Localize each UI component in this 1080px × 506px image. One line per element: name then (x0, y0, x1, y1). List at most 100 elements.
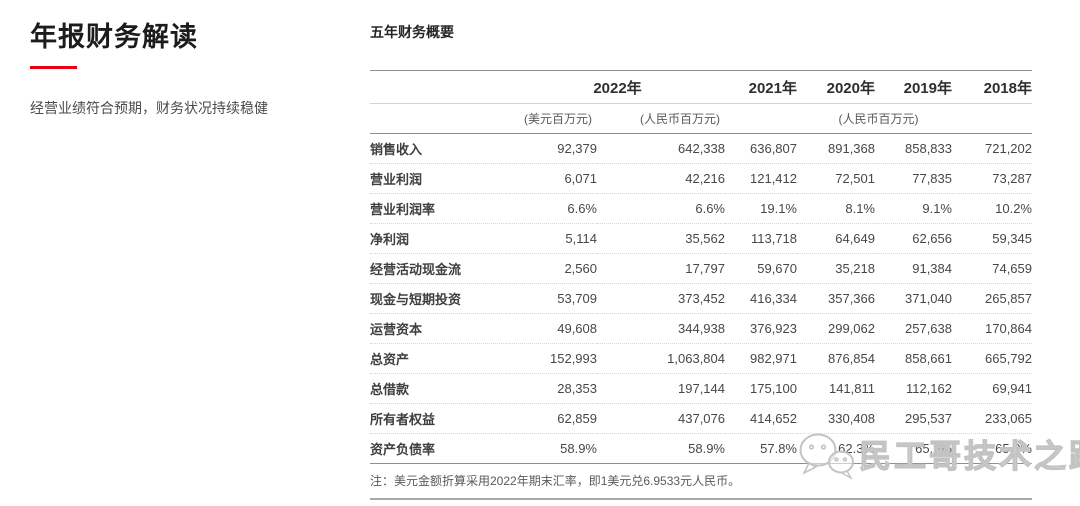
cell: 62.3% (838, 441, 875, 456)
row-label: 营业利润 (370, 172, 423, 187)
cell: 72,501 (835, 171, 875, 186)
cell: 257,638 (905, 321, 952, 336)
table-row: 运营资本 49,608 344,938 376,923 299,062 257,… (370, 314, 1032, 344)
cell: 858,661 (905, 351, 952, 366)
cell: 373,452 (678, 291, 725, 306)
row-label: 总借款 (370, 382, 410, 397)
cell: 876,854 (828, 351, 875, 366)
section-title: 五年财务概要 (370, 24, 454, 40)
cell: 74,659 (992, 261, 1032, 276)
year-header-2020: 2020年 (826, 79, 875, 97)
cell: 642,338 (678, 141, 725, 156)
cell: 858,833 (905, 141, 952, 156)
year-header-2019: 2019年 (903, 79, 952, 97)
cell: 53,709 (557, 291, 597, 306)
cell: 69,941 (992, 381, 1032, 396)
row-label: 净利润 (370, 232, 410, 247)
year-header-row: 2022年 2021年 2020年 2019年 2018年 (370, 70, 1032, 104)
cell: 19.1% (760, 201, 797, 216)
cell: 77,835 (912, 171, 952, 186)
cell: 35,218 (835, 261, 875, 276)
cell: 65.0% (995, 441, 1032, 456)
table-row: 总借款 28,353 197,144 175,100 141,811 112,1… (370, 374, 1032, 404)
row-label: 总资产 (370, 352, 410, 367)
cell: 665,792 (985, 351, 1032, 366)
cell: 265,857 (985, 291, 1032, 306)
cell: 152,993 (550, 351, 597, 366)
cell: 5,114 (565, 231, 597, 246)
year-header-2022: 2022年 (593, 79, 642, 97)
cell: 49,608 (557, 321, 597, 336)
cell: 73,287 (992, 171, 1032, 186)
cell: 233,065 (985, 411, 1032, 426)
cell: 59,345 (992, 231, 1032, 246)
row-label: 运营资本 (370, 322, 423, 337)
cell: 344,938 (678, 321, 725, 336)
cell: 175,100 (750, 381, 797, 396)
cell: 721,202 (985, 141, 1032, 156)
cell: 371,040 (905, 291, 952, 306)
empty-cell (370, 71, 510, 104)
cell: 59,670 (757, 261, 797, 276)
main-panel: 五年财务概要 2022年 2021年 2020年 2019年 2018年 (美元… (370, 22, 1032, 500)
table-row: 现金与短期投资 53,709 373,452 416,334 357,366 3… (370, 284, 1032, 314)
unit-header-usd: (美元百万元) (524, 112, 592, 126)
cell: 9.1% (922, 201, 952, 216)
cell: 6,071 (564, 171, 597, 186)
unit-header-rmb-2022: (人民币百万元) (640, 112, 720, 126)
page-subtitle: 经营业绩符合预期，财务状况持续稳健 (30, 100, 268, 116)
table-row: 营业利润率 6.6% 6.6% 19.1% 8.1% 9.1% 10.2% (370, 194, 1032, 224)
cell: 197,144 (678, 381, 725, 396)
cell: 17,797 (685, 261, 725, 276)
cell: 64,649 (835, 231, 875, 246)
table-row: 总资产 152,993 1,063,804 982,971 876,854 85… (370, 344, 1032, 374)
cell: 416,334 (750, 291, 797, 306)
cell: 58.9% (560, 441, 597, 456)
cell: 91,384 (912, 261, 952, 276)
row-label: 营业利润率 (370, 202, 436, 217)
cell: 28,353 (557, 381, 597, 396)
cell: 6.6% (567, 201, 597, 216)
empty-cell (370, 104, 510, 134)
cell: 414,652 (750, 411, 797, 426)
cell: 982,971 (750, 351, 797, 366)
cell: 57.8% (760, 441, 797, 456)
cell: 1,063,804 (667, 351, 725, 366)
cell: 357,366 (828, 291, 875, 306)
cell: 65.6% (915, 441, 952, 456)
row-label: 经营活动现金流 (370, 262, 462, 277)
left-panel: 年报财务解读 经营业绩符合预期，财务状况持续稳健 (30, 20, 330, 118)
cell: 42,216 (685, 171, 725, 186)
cell: 8.1% (845, 201, 875, 216)
five-year-summary-table: 2022年 2021年 2020年 2019年 2018年 (美元百万元) (人… (370, 70, 1032, 464)
cell: 170,864 (985, 321, 1032, 336)
page-title: 年报财务解读 (30, 22, 198, 52)
table-row: 经营活动现金流 2,560 17,797 59,670 35,218 91,38… (370, 254, 1032, 284)
cell: 62,859 (557, 411, 597, 426)
title-accent-rule (30, 66, 77, 69)
cell: 376,923 (750, 321, 797, 336)
cell: 92,379 (557, 141, 597, 156)
table-footnote: 注：美元金额折算采用2022年期末汇率，即1美元兑6.9533元人民币。 (370, 474, 741, 488)
cell: 299,062 (828, 321, 875, 336)
row-label: 资产负债率 (370, 442, 436, 457)
cell: 636,807 (750, 141, 797, 156)
cell: 58.9% (688, 441, 725, 456)
cell: 35,562 (685, 231, 725, 246)
cell: 112,162 (905, 381, 952, 396)
cell: 6.6% (695, 201, 725, 216)
cell: 62,656 (912, 231, 952, 246)
cell: 295,537 (905, 411, 952, 426)
row-label: 现金与短期投资 (370, 292, 462, 307)
cell: 121,412 (750, 171, 797, 186)
table-row: 净利润 5,114 35,562 113,718 64,649 62,656 5… (370, 224, 1032, 254)
cell: 113,718 (750, 231, 797, 246)
cell: 891,368 (828, 141, 875, 156)
table-row: 资产负债率 58.9% 58.9% 57.8% 62.3% 65.6% 65.0… (370, 434, 1032, 464)
cell: 330,408 (828, 411, 875, 426)
year-header-2021: 2021年 (748, 79, 797, 97)
unit-header-row: (美元百万元) (人民币百万元) (人民币百万元) (370, 104, 1032, 134)
table-row: 销售收入 92,379 642,338 636,807 891,368 858,… (370, 134, 1032, 164)
cell: 437,076 (678, 411, 725, 426)
